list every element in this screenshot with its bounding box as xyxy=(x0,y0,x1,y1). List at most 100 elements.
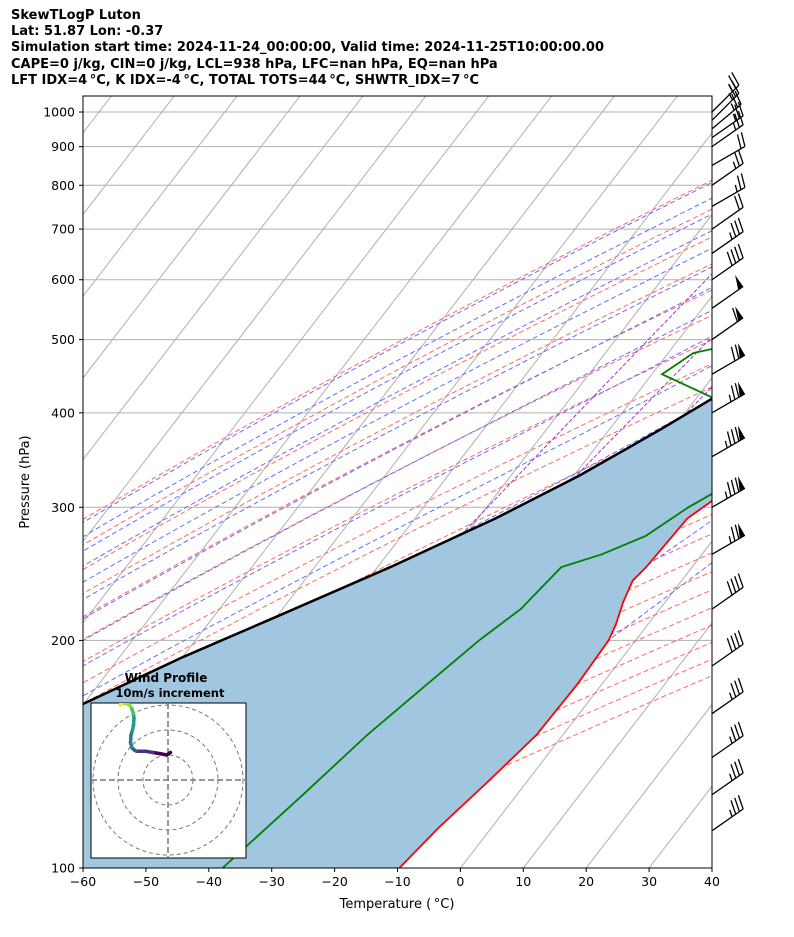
moist-adiabat xyxy=(83,247,712,583)
wind-barb-staff xyxy=(711,186,746,208)
dry-adiabat xyxy=(83,208,712,546)
chart-title-indices-1: CAPE=0 j/kg, CIN=0 j/kg, LCL=938 hPa, LF… xyxy=(11,57,498,72)
x-tick-label: −40 xyxy=(196,874,222,889)
wind-barb-flag xyxy=(730,800,737,815)
wind-barb-flag xyxy=(730,346,736,362)
moist-adiabat xyxy=(83,335,712,667)
wind-barb-flag xyxy=(731,72,740,86)
wind-barb-flag xyxy=(734,632,741,648)
y-tick-label: 1000 xyxy=(43,105,75,120)
wind-barb-staff xyxy=(711,808,744,832)
wind-barb-half-flag xyxy=(728,93,734,101)
wind-barb-pennant xyxy=(737,476,745,492)
wind-barb-pennant xyxy=(735,306,744,322)
y-tick-label: 800 xyxy=(51,178,75,193)
wind-barb-flag xyxy=(734,477,740,492)
wind-barb-half-flag xyxy=(732,122,737,131)
wind-barb-staff xyxy=(711,206,744,230)
wind-barb-flag xyxy=(730,726,737,742)
wind-barb xyxy=(711,630,744,667)
wind-barb-flag xyxy=(730,385,736,400)
wind-barb-flag xyxy=(734,104,741,119)
dry-adiabat xyxy=(83,179,712,520)
wind-barb-flag xyxy=(734,680,741,695)
wind-barb-staff xyxy=(711,115,744,139)
wind-barb-staff xyxy=(711,586,744,610)
wind-barb xyxy=(711,677,744,715)
wind-barb xyxy=(711,217,744,254)
y-tick-label: 200 xyxy=(51,633,75,648)
wind-barb-flag xyxy=(730,222,737,238)
wind-barb-half-flag xyxy=(729,736,733,744)
hodograph-inset: Wind Profile 10m/s increment xyxy=(90,671,247,859)
wind-barb-staff xyxy=(711,84,740,113)
wind-barb-half-flag xyxy=(728,394,732,403)
wind-barb-flag xyxy=(737,193,744,208)
wind-barb xyxy=(711,306,744,341)
wind-barb xyxy=(711,343,746,375)
dry-adiabat xyxy=(83,552,712,855)
x-axis-label: Temperature ( °C) xyxy=(339,897,455,912)
x-tick-label: −50 xyxy=(133,874,159,889)
wind-barb-flag xyxy=(730,764,737,779)
wind-barb-pennant xyxy=(735,275,744,290)
wind-barb-flag xyxy=(726,251,733,266)
wind-barb-staff xyxy=(711,231,744,254)
wind-barb-half-flag xyxy=(729,809,733,817)
wind-barb-staff xyxy=(711,691,744,715)
wind-barb-flag xyxy=(726,637,733,653)
wind-barb-flag xyxy=(734,524,740,539)
wind-barb-flag xyxy=(740,132,746,147)
axes: −60 −50 −40 −30 −20 −10 0 10 20 30 40 1000 900 800 700… xyxy=(43,105,720,889)
wind-barb-flag xyxy=(730,635,737,650)
x-tick-label: −60 xyxy=(70,874,96,889)
wind-barb-flag xyxy=(737,677,744,693)
y-tick-label: 500 xyxy=(51,332,75,347)
wind-barb xyxy=(711,101,744,139)
wind-barb-flag xyxy=(736,175,742,190)
wind-barb-flag xyxy=(737,110,744,126)
wind-barbs xyxy=(711,72,746,832)
dry-adiabat xyxy=(83,386,712,705)
wind-barb xyxy=(711,275,744,309)
wind-barb-flag xyxy=(737,630,744,645)
x-tick-label: 0 xyxy=(456,874,464,889)
wind-barb-flag xyxy=(737,243,744,259)
dry-adiabat xyxy=(83,236,712,571)
wind-barb-staff xyxy=(711,643,744,667)
isotherm xyxy=(585,703,712,868)
wind-barb xyxy=(711,193,744,230)
wind-barb-staff xyxy=(711,772,744,796)
wind-barb-flag xyxy=(734,761,741,776)
wind-barb-half-flag xyxy=(728,536,732,544)
wind-barb-flag xyxy=(734,383,740,398)
wind-barb xyxy=(711,758,744,796)
wind-barb xyxy=(711,173,746,208)
wind-barb-flag xyxy=(734,220,741,235)
parcel-profile-line xyxy=(83,397,712,706)
wind-barb-staff xyxy=(711,162,744,186)
wind-barb-staff xyxy=(711,145,746,166)
isotherm xyxy=(83,96,427,543)
y-tick-label: 100 xyxy=(51,861,75,876)
wind-barb-flag xyxy=(737,573,744,588)
dewpoint-profile-line xyxy=(221,348,712,868)
wind-barb-flag xyxy=(734,195,741,211)
wind-barb-half-flag xyxy=(724,440,728,449)
x-tick-label: 20 xyxy=(578,874,594,889)
isotherm xyxy=(83,96,553,706)
wind-barb-pennant xyxy=(737,343,745,359)
wind-barb-flag xyxy=(730,249,737,264)
wind-barb-flag xyxy=(737,758,744,774)
wind-barb-half-flag xyxy=(732,113,737,122)
isotherm xyxy=(460,540,712,868)
wind-barb-half-flag xyxy=(729,232,733,240)
wind-barb xyxy=(711,425,746,458)
wind-barb-flag xyxy=(730,526,736,542)
wind-barb xyxy=(711,476,746,508)
wind-barb-flag xyxy=(734,724,741,739)
wind-barb-flag xyxy=(734,113,741,128)
y-tick-label: 300 xyxy=(51,500,75,515)
wind-barb-half-flag xyxy=(732,161,737,169)
x-tick-label: −20 xyxy=(321,874,347,889)
